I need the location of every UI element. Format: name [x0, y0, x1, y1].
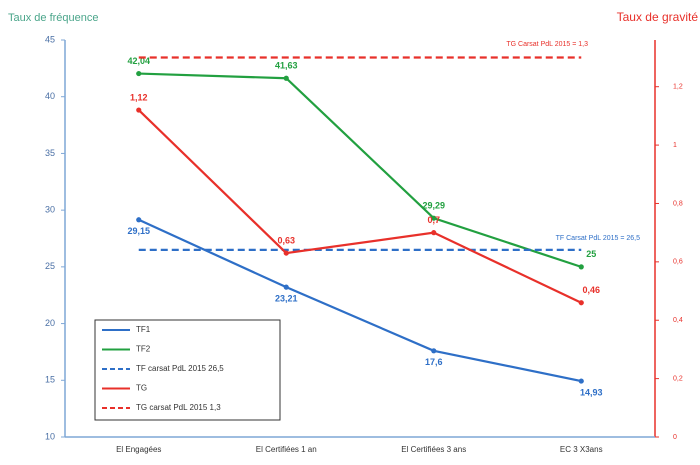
- annotation: TG Carsat PdL 2015 = 1,3: [506, 41, 588, 48]
- x-tick-label: El Certifiées 1 an: [256, 445, 317, 454]
- point: [283, 250, 289, 256]
- legend-label: TF2: [136, 345, 151, 354]
- data-label: 29,15: [127, 226, 150, 236]
- y-tick-label: 40: [45, 91, 55, 101]
- data-label: 29,29: [422, 201, 445, 211]
- y-tick-label: 10: [45, 431, 55, 441]
- legend-label: TG: [136, 384, 147, 393]
- y2-tick-label: 0,2: [673, 375, 683, 382]
- legend-label: TF1: [136, 325, 151, 334]
- y-tick-label: 25: [45, 261, 55, 271]
- data-label: 14,93: [580, 387, 603, 397]
- x-tick-label: EC 3 X3ans: [560, 445, 603, 454]
- point: [578, 378, 584, 384]
- y2-tick-label: 1: [673, 142, 677, 149]
- y2-tick-label: 0,6: [673, 259, 683, 266]
- y-axis-title: Taux de fréquence: [8, 12, 99, 24]
- point: [578, 264, 584, 270]
- y2-axis-title: Taux de gravité: [617, 10, 699, 24]
- data-label: 1,12: [130, 92, 148, 102]
- data-label: 0,63: [277, 235, 295, 245]
- y2-tick-label: 0,4: [673, 317, 683, 324]
- y-tick-label: 35: [45, 148, 55, 158]
- point: [136, 70, 142, 77]
- point: [431, 215, 437, 221]
- y-tick-label: 30: [45, 205, 55, 215]
- legend-box: [94, 319, 281, 421]
- data-label: 17,6: [425, 357, 443, 367]
- data-label: 41,63: [275, 61, 298, 71]
- point: [136, 217, 142, 223]
- point: [578, 300, 584, 306]
- data-label: 0,46: [582, 285, 600, 295]
- legend-label: TG carsat PdL 2015 1,3: [136, 403, 221, 412]
- point: [283, 284, 289, 290]
- data-label: 0,7: [427, 215, 440, 225]
- x-tick-label: El Engagées: [116, 445, 161, 454]
- series-line: [137, 109, 582, 304]
- point: [283, 75, 289, 81]
- y-tick-label: 20: [45, 318, 55, 328]
- series-line: [138, 72, 582, 268]
- point: [431, 348, 437, 354]
- point: [136, 107, 142, 113]
- y2-tick-label: 0: [673, 434, 677, 441]
- y2-tick-label: 0,8: [673, 200, 683, 207]
- legend-label: TF carsat PdL 2015 26,5: [136, 364, 224, 373]
- point: [431, 230, 437, 236]
- data-label: 42,04: [127, 56, 150, 66]
- x-tick-label: El Certifiées 3 ans: [401, 445, 466, 454]
- annotation: TF Carsat PdL 2015 = 26,5: [556, 235, 640, 242]
- series-line: [138, 218, 582, 383]
- y2-tick-label: 1,2: [673, 84, 683, 91]
- data-label: 23,21: [275, 294, 298, 304]
- data-label: 25: [586, 249, 596, 259]
- y-tick-label: 15: [45, 375, 55, 385]
- y-tick-label: 45: [45, 34, 55, 44]
